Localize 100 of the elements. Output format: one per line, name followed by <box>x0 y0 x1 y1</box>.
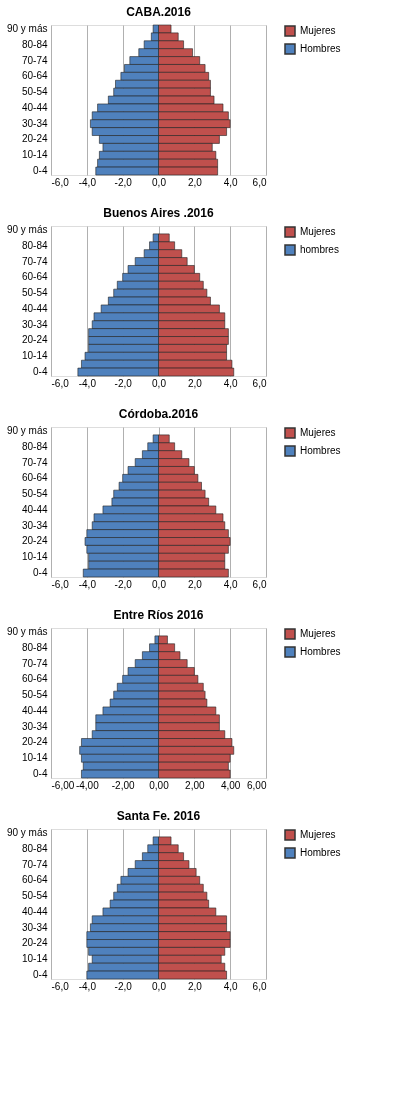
legend-label: Mujeres <box>300 628 336 639</box>
y-tick-label: 40-44 <box>21 503 48 515</box>
legend-label: Hombres <box>300 646 341 657</box>
y-tick-label: 60-64 <box>21 472 48 484</box>
chart-title: Entre Ríos 2016 <box>113 608 204 623</box>
x-tick-label: 6,0 <box>252 578 267 590</box>
y-tick-label: 10-14 <box>21 953 48 965</box>
x-tick-label: 2,00 <box>185 779 205 791</box>
y-tick-label: 50-54 <box>21 488 48 500</box>
x-tick-label: 4,0 <box>223 176 239 188</box>
legend-label: Hombres <box>300 43 341 54</box>
x-tick-label: 4,0 <box>223 578 239 590</box>
y-tick-label: 80-84 <box>21 641 48 653</box>
x-tick-label: 2,0 <box>187 377 203 389</box>
y-tick-label: 20-24 <box>21 535 48 547</box>
y-tick-label: 30-34 <box>21 720 48 732</box>
y-tick-label: 80-84 <box>21 239 48 251</box>
x-tick-label: 0,0 <box>152 377 167 389</box>
y-tick-label: 0-4 <box>33 567 48 579</box>
y-tick-label: 50-54 <box>21 86 48 98</box>
y-tick-label: 20-24 <box>21 937 48 949</box>
legend-label: Hombres <box>300 847 341 858</box>
y-tick-label: 70-74 <box>21 255 48 267</box>
legend-label: Mujeres <box>300 226 336 237</box>
y-tick-label: 10-14 <box>21 350 48 362</box>
y-tick-label: 60-64 <box>21 874 48 886</box>
legend-label: hombres <box>300 244 339 255</box>
y-tick-label: 30-34 <box>21 921 48 933</box>
legend-label: Mujeres <box>300 427 336 438</box>
x-tick-label: -4,0 <box>78 578 97 590</box>
y-tick-label: 10-14 <box>21 149 48 161</box>
y-tick-label: 30-34 <box>21 318 48 330</box>
y-tick-label: 80-84 <box>21 842 48 854</box>
y-tick-label: 30-34 <box>21 117 48 129</box>
y-tick-label: 40-44 <box>21 101 48 113</box>
y-tick-label: 40-44 <box>21 302 48 314</box>
legend-label: Mujeres <box>300 829 336 840</box>
legend-label: Hombres <box>300 445 341 456</box>
y-tick-label: 60-64 <box>21 70 48 82</box>
x-tick-label: -2,0 <box>114 176 133 188</box>
x-tick-label: -6,0 <box>51 980 70 992</box>
x-tick-label: 0,00 <box>149 779 170 791</box>
x-tick-label: 2,0 <box>187 578 203 590</box>
y-tick-label: 0-4 <box>33 768 48 780</box>
y-tick-label: 70-74 <box>21 657 48 669</box>
x-tick-label: 4,0 <box>223 377 239 389</box>
x-tick-label: -4,0 <box>78 176 97 188</box>
y-tick-label: 0-4 <box>33 366 48 378</box>
y-tick-label: 90 y más <box>6 424 48 436</box>
x-tick-label: -6,0 <box>51 377 70 389</box>
x-tick-label: -2,00 <box>111 779 135 791</box>
y-tick-label: 20-24 <box>21 736 48 748</box>
y-tick-label: 80-84 <box>21 38 48 50</box>
y-tick-label: 10-14 <box>21 551 48 563</box>
y-tick-label: 70-74 <box>21 54 48 66</box>
y-tick-label: 70-74 <box>21 858 48 870</box>
x-tick-label: -2,0 <box>114 980 133 992</box>
y-tick-label: 50-54 <box>21 689 48 701</box>
x-tick-label: -4,00 <box>75 779 100 791</box>
x-tick-label: 6,00 <box>247 779 267 791</box>
y-tick-label: 90 y más <box>6 22 48 34</box>
y-tick-label: 60-64 <box>21 673 48 685</box>
chart-title: Santa Fe. 2016 <box>116 809 201 824</box>
x-tick-label: 2,0 <box>187 980 203 992</box>
y-tick-label: 30-34 <box>21 519 48 531</box>
y-tick-label: 50-54 <box>21 287 48 299</box>
x-tick-label: -2,0 <box>114 578 133 590</box>
y-tick-label: 10-14 <box>21 752 48 764</box>
y-tick-label: 0-4 <box>33 969 48 981</box>
y-tick-label: 90 y más <box>6 826 48 838</box>
x-tick-label: -6,00 <box>51 779 75 791</box>
y-tick-label: 40-44 <box>21 905 48 917</box>
y-tick-label: 90 y más <box>6 625 48 637</box>
y-tick-label: 20-24 <box>21 133 48 145</box>
x-tick-label: -4,0 <box>78 980 97 992</box>
x-tick-label: 6,0 <box>252 176 267 188</box>
x-tick-label: 2,0 <box>187 176 203 188</box>
x-tick-label: 4,00 <box>220 779 241 791</box>
y-tick-label: 40-44 <box>21 704 48 716</box>
x-tick-label: 0,0 <box>152 176 167 188</box>
x-tick-label: -4,0 <box>78 377 97 389</box>
x-tick-label: -6,0 <box>51 578 70 590</box>
y-tick-label: 80-84 <box>21 440 48 452</box>
y-tick-label: 90 y más <box>6 223 48 235</box>
legend-label: Mujeres <box>300 25 336 36</box>
y-tick-label: 20-24 <box>21 334 48 346</box>
chart-title: Buenos Aires .2016 <box>103 206 214 221</box>
x-tick-label: -6,0 <box>51 176 70 188</box>
chart-title: CABA.2016 <box>126 5 192 20</box>
x-tick-label: -2,0 <box>114 377 133 389</box>
x-tick-label: 4,0 <box>223 980 239 992</box>
x-tick-label: 6,0 <box>252 377 267 389</box>
x-tick-label: 0,0 <box>152 980 167 992</box>
y-tick-label: 60-64 <box>21 271 48 283</box>
y-tick-label: 50-54 <box>21 890 48 902</box>
y-tick-label: 0-4 <box>33 165 48 177</box>
chart-title: Córdoba.2016 <box>118 407 199 422</box>
x-tick-label: 0,0 <box>152 578 167 590</box>
x-tick-label: 6,0 <box>252 980 267 992</box>
y-tick-label: 70-74 <box>21 456 48 468</box>
